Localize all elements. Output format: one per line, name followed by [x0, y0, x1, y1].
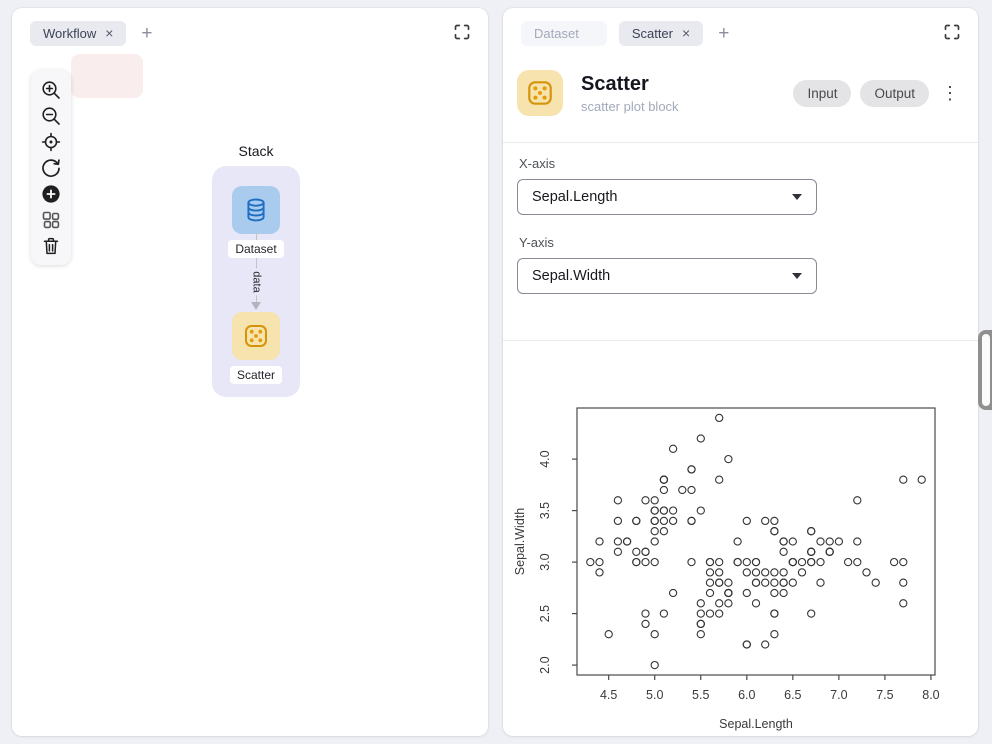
page-title: Scatter	[581, 72, 649, 95]
add-circle-icon	[40, 183, 62, 205]
node-dataset[interactable]	[232, 186, 280, 234]
chevron-down-icon	[792, 194, 802, 200]
stack-group: Stack Dataset data	[212, 143, 300, 397]
tab-scatter-label: Scatter	[631, 25, 673, 41]
svg-text:5.5: 5.5	[692, 688, 709, 702]
scrollbar-thumb-inner	[982, 334, 990, 406]
detail-tabbar: Dataset Scatter × +	[503, 8, 978, 54]
zoom-out-icon	[40, 105, 62, 127]
add-tab-button[interactable]: +	[138, 24, 155, 43]
svg-text:2.0: 2.0	[538, 656, 552, 673]
chevron-down-icon	[792, 273, 802, 279]
svg-text:Sepal.Width: Sepal.Width	[513, 508, 527, 575]
scatter-block-icon	[517, 70, 563, 116]
database-icon	[241, 195, 271, 225]
workflow-panel: Workflow × +	[12, 8, 488, 736]
header-actions: Input Output ⋮	[793, 79, 962, 107]
output-button[interactable]: Output	[860, 79, 929, 107]
zoom-in-button[interactable]	[36, 77, 66, 102]
canvas-toolbar	[31, 70, 71, 265]
close-icon[interactable]: ×	[105, 25, 114, 41]
block-titles: Scatter scatter plot block	[581, 73, 775, 114]
page-subtitle: scatter plot block	[581, 98, 679, 114]
stack-title: Stack	[238, 143, 274, 159]
fullscreen-button[interactable]	[452, 22, 472, 42]
x-axis-selected-value: Sepal.Length	[532, 189, 618, 205]
y-axis-select[interactable]: Sepal.Width	[517, 258, 817, 294]
input-button[interactable]: Input	[793, 79, 852, 107]
y-axis-selected-value: Sepal.Width	[532, 268, 611, 284]
svg-text:7.0: 7.0	[830, 688, 847, 702]
edge-dataset-scatter: data	[212, 232, 300, 312]
edge-line	[256, 232, 257, 303]
detail-panel: Dataset Scatter × + Scatter	[503, 8, 978, 736]
blocks-icon	[40, 209, 62, 231]
y-axis-field-label: Y-axis	[519, 235, 554, 250]
zoom-in-icon	[40, 79, 62, 101]
tab-scatter[interactable]: Scatter ×	[618, 20, 704, 46]
add-tab-button[interactable]: +	[715, 24, 732, 43]
zoom-out-button[interactable]	[36, 103, 66, 128]
delete-button[interactable]	[36, 233, 66, 258]
fullscreen-button[interactable]	[942, 22, 962, 42]
scrollbar-thumb[interactable]	[978, 330, 992, 410]
scatter-plot-svg: 4.5 5.0 5.5 6.0 6.5 7.0 7.5 8.0 2.0 2.5 3.0 3.5 4.0 S…	[513, 407, 940, 731]
refresh-icon	[40, 157, 62, 179]
workflow-canvas[interactable]: Stack Dataset data	[12, 54, 488, 736]
stack-container[interactable]: Dataset data Sca	[212, 166, 300, 397]
node-dataset-label: Dataset	[228, 240, 284, 258]
svg-text:Sepal.Length: Sepal.Length	[719, 717, 793, 731]
svg-text:8.0: 8.0	[922, 688, 939, 702]
axis-form: X-axis Sepal.Length Y-axis Sepal.Width	[503, 143, 978, 340]
partial-node	[71, 54, 143, 98]
tab-workflow[interactable]: Workflow ×	[30, 20, 127, 46]
x-axis-select[interactable]: Sepal.Length	[517, 179, 817, 215]
svg-text:4.0: 4.0	[538, 450, 552, 467]
tab-workflow-label: Workflow	[43, 25, 97, 41]
reset-view-button[interactable]	[36, 155, 66, 180]
trash-icon	[40, 235, 62, 257]
close-icon[interactable]: ×	[682, 25, 691, 41]
svg-text:6.5: 6.5	[784, 688, 801, 702]
svg-text:2.5: 2.5	[538, 605, 552, 622]
svg-text:3.5: 3.5	[538, 502, 552, 519]
plot-area: 4.5 5.0 5.5 6.0 6.5 7.0 7.5 8.0 2.0 2.5 3.0 3.5 4.0 S…	[503, 397, 978, 743]
tab-dataset[interactable]: Dataset	[521, 20, 607, 46]
svg-text:3.0: 3.0	[538, 553, 552, 570]
svg-text:5.0: 5.0	[646, 688, 663, 702]
add-node-button[interactable]	[36, 181, 66, 206]
workflow-tabbar: Workflow × +	[12, 8, 488, 54]
block-header: Scatter scatter plot block Input Output …	[503, 54, 978, 142]
edge-arrowhead-icon	[251, 302, 261, 310]
kebab-menu-icon[interactable]: ⋮	[938, 84, 962, 102]
dice-icon	[242, 322, 270, 350]
divider	[503, 340, 978, 341]
crosshair-icon	[40, 131, 62, 153]
svg-text:6.0: 6.0	[738, 688, 755, 702]
divider	[503, 142, 978, 143]
auto-arrange-button[interactable]	[36, 207, 66, 232]
x-axis-field-label: X-axis	[519, 156, 556, 171]
node-scatter-label: Scatter	[229, 366, 282, 384]
tab-dataset-label: Dataset	[534, 25, 579, 41]
node-scatter[interactable]	[232, 312, 280, 360]
edge-label: data	[249, 268, 263, 296]
fullscreen-icon	[944, 24, 960, 40]
svg-text:7.5: 7.5	[876, 688, 893, 702]
svg-text:4.5: 4.5	[600, 688, 617, 702]
fullscreen-icon	[454, 24, 470, 40]
center-view-button[interactable]	[36, 129, 66, 154]
